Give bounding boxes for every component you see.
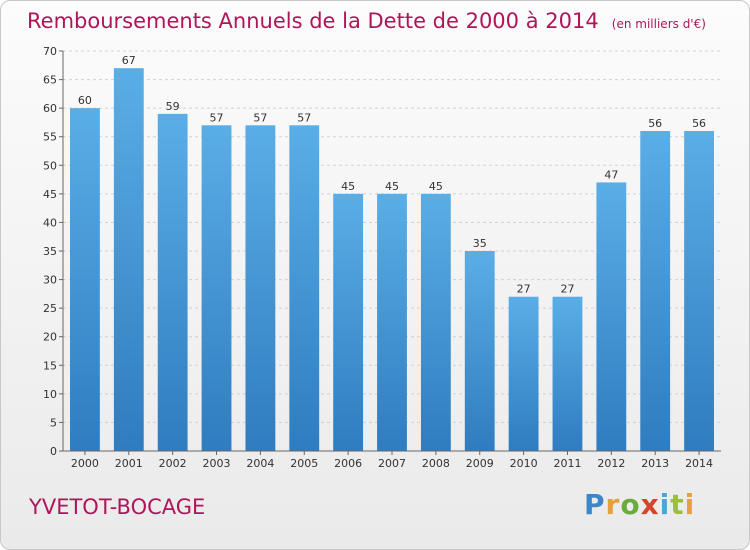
bar-value-label: 27 — [560, 283, 574, 296]
x-tick-label: 2014 — [685, 457, 713, 470]
x-tick-label: 2008 — [422, 457, 450, 470]
bar — [113, 68, 144, 452]
y-tick-label: 65 — [43, 74, 57, 87]
x-tick-label: 2000 — [71, 457, 99, 470]
bar — [333, 193, 364, 451]
y-tick-label: 30 — [43, 274, 57, 287]
x-tick-label: 2005 — [290, 457, 318, 470]
bar-value-label: 45 — [341, 180, 355, 193]
y-tick-label: 20 — [43, 331, 57, 344]
y-tick-label: 60 — [43, 102, 57, 115]
bar — [552, 296, 583, 451]
proxiti-logo: Proxiti — [584, 488, 696, 521]
bar-value-label: 60 — [78, 94, 92, 107]
y-tick-label: 45 — [43, 188, 57, 201]
x-tick-label: 2009 — [466, 457, 494, 470]
bar — [201, 125, 232, 452]
x-tick-label: 2012 — [597, 457, 625, 470]
axes: 0 5 10 15 20 25 30 35 40 45 50 55 60 65 70 2000 2001 2002… — [43, 45, 721, 470]
bar — [157, 113, 188, 451]
bars: 60 67 59 57 57 57 45 45 45 35 27 27 47 56 56 — [70, 54, 714, 452]
bar — [508, 296, 539, 451]
bar-value-label: 45 — [385, 180, 399, 193]
bar-value-label: 47 — [604, 168, 618, 181]
x-tick-label: 2007 — [378, 457, 406, 470]
bar — [245, 125, 276, 452]
y-tick-label: 70 — [43, 45, 57, 58]
chart-title-block: Remboursements Annuels de la Dette de 20… — [27, 9, 706, 33]
x-tick-label: 2013 — [641, 457, 669, 470]
bar-value-label: 67 — [122, 54, 136, 67]
y-tick-label: 35 — [43, 245, 57, 258]
bar-value-label: 57 — [253, 111, 267, 124]
x-tick-label: 2006 — [334, 457, 362, 470]
y-tick-label: 10 — [43, 388, 57, 401]
bar-value-label: 57 — [297, 111, 311, 124]
x-tick-label: 2003 — [203, 457, 231, 470]
x-tick-label: 2011 — [553, 457, 581, 470]
bar — [596, 182, 627, 451]
bar — [70, 108, 100, 452]
bar-value-label: 45 — [429, 180, 443, 193]
y-tick-label: 50 — [43, 159, 57, 172]
y-tick-label: 55 — [43, 131, 57, 144]
x-tick-label: 2010 — [510, 457, 538, 470]
bar-value-label: 27 — [517, 283, 531, 296]
bar — [289, 125, 320, 452]
y-tick-label: 25 — [43, 302, 57, 315]
y-tick-label: 0 — [50, 445, 57, 458]
bar-value-label: 35 — [473, 237, 487, 250]
x-tick-label: 2004 — [246, 457, 274, 470]
bar-value-label: 59 — [166, 100, 180, 113]
x-tick-label: 2001 — [115, 457, 143, 470]
bar-value-label: 56 — [648, 117, 662, 130]
chart-subtitle: (en milliers d'€) — [611, 17, 706, 31]
bar — [377, 193, 407, 451]
bar — [464, 251, 495, 451]
y-tick-label: 15 — [43, 359, 57, 372]
y-tick-label: 5 — [50, 416, 57, 429]
x-tick-label: 2002 — [159, 457, 187, 470]
y-tick-label: 40 — [43, 216, 57, 229]
commune-name: YVETOT-BOCAGE — [29, 495, 206, 519]
bar-value-label: 56 — [692, 117, 706, 130]
bar — [640, 131, 671, 451]
chart-title: Remboursements Annuels de la Dette de 20… — [27, 9, 599, 33]
bar — [684, 131, 714, 451]
bar-value-label: 57 — [210, 111, 224, 124]
bar — [420, 193, 451, 451]
